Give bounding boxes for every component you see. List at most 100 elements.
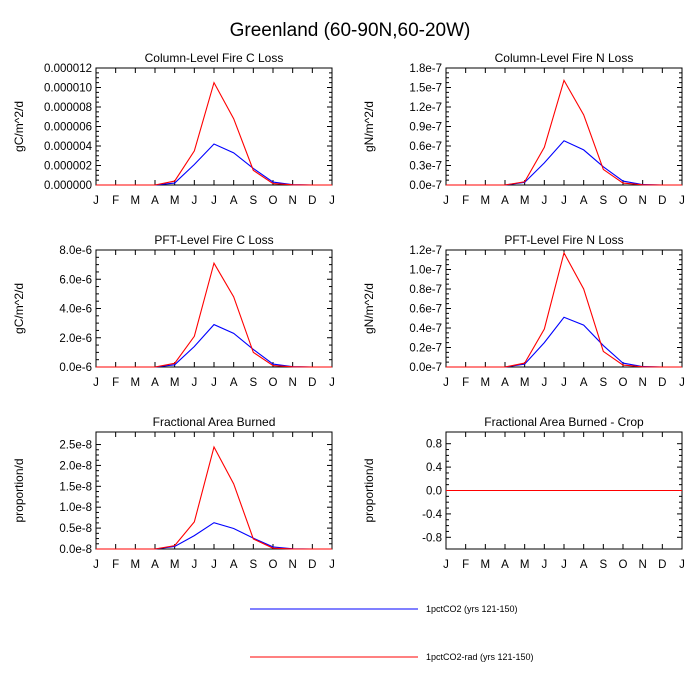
x-tick-label: J xyxy=(93,559,99,571)
y-tick-label: 1.5e-7 xyxy=(409,83,442,95)
x-tick-label: S xyxy=(249,559,257,571)
x-tick-label: F xyxy=(112,559,119,571)
x-tick-label: N xyxy=(289,559,297,571)
x-tick-label: J xyxy=(541,377,547,389)
x-tick-label: J xyxy=(679,559,685,571)
y-tick-label: 0.2e-7 xyxy=(409,343,442,355)
x-tick-label: J xyxy=(679,377,685,389)
x-tick-label: A xyxy=(230,377,238,389)
y-axis-label: proportion/d xyxy=(362,458,376,522)
series-line-1pctco2 xyxy=(446,140,682,186)
y-tick-label: 0.4e-7 xyxy=(409,323,442,335)
y-tick-label: 0.000004 xyxy=(44,141,93,153)
series-line-1pctco2 xyxy=(96,143,332,186)
x-tick-label: M xyxy=(170,377,180,389)
y-tick-label: 2.5e-8 xyxy=(59,440,92,452)
y-tick-label: -0.4 xyxy=(422,509,442,521)
x-tick-label: J xyxy=(541,195,547,207)
x-tick-label: J xyxy=(443,559,449,571)
x-tick-label: A xyxy=(230,559,238,571)
x-tick-label: O xyxy=(619,559,628,571)
x-tick-label: S xyxy=(249,377,257,389)
x-tick-label: M xyxy=(170,559,180,571)
y-tick-label: -0.8 xyxy=(422,532,442,544)
y-tick-label: 0.000000 xyxy=(44,180,92,192)
x-tick-label: A xyxy=(151,559,159,571)
x-tick-label: J xyxy=(329,377,335,389)
x-tick-label: A xyxy=(501,377,509,389)
x-tick-label: M xyxy=(481,195,491,207)
y-tick-label: 0.000012 xyxy=(44,63,92,75)
y-tick-label: 0.000008 xyxy=(44,102,92,114)
x-tick-label: J xyxy=(191,195,197,207)
x-tick-label: S xyxy=(599,559,607,571)
x-tick-label: N xyxy=(639,195,647,207)
panel-title: PFT-Level Fire N Loss xyxy=(504,233,623,247)
x-tick-label: A xyxy=(151,195,159,207)
legend: 1pctCO2 (yrs 121-150) 1pctCO2-rad (yrs 1… xyxy=(250,604,534,662)
series-line-1pctco2-rad xyxy=(446,251,682,368)
x-tick-label: A xyxy=(151,377,159,389)
x-tick-label: J xyxy=(211,377,217,389)
x-tick-label: J xyxy=(93,377,99,389)
y-tick-label: 8.0e-6 xyxy=(59,245,92,257)
x-tick-label: M xyxy=(520,559,530,571)
x-tick-label: J xyxy=(191,559,197,571)
x-tick-label: S xyxy=(599,377,607,389)
y-axis-label: gN/m^2/d xyxy=(362,283,376,334)
y-tick-label: 0.0 xyxy=(426,486,442,498)
x-tick-label: M xyxy=(481,377,491,389)
figure-title: Greenland (60-90N,60-20W) xyxy=(230,20,471,41)
series-line-1pctco2-rad xyxy=(96,445,332,550)
x-tick-label: M xyxy=(170,195,180,207)
x-tick-label: J xyxy=(443,377,449,389)
y-tick-label: 0.0e-6 xyxy=(59,362,92,374)
y-tick-label: 0.6e-7 xyxy=(409,304,442,316)
x-tick-label: F xyxy=(462,377,469,389)
series-line-1pctco2-rad xyxy=(446,78,682,186)
x-tick-label: F xyxy=(112,195,119,207)
x-tick-label: J xyxy=(679,195,685,207)
series-line-1pctco2 xyxy=(446,316,682,368)
series-line-1pctco2-rad xyxy=(96,81,332,186)
y-tick-label: 0.0e-8 xyxy=(59,544,92,556)
x-tick-label: J xyxy=(211,195,217,207)
x-tick-label: D xyxy=(658,195,666,207)
y-tick-label: 0.4 xyxy=(426,462,443,474)
x-tick-label: N xyxy=(639,377,647,389)
y-tick-label: 1.8e-7 xyxy=(409,63,442,75)
x-tick-label: D xyxy=(308,559,316,571)
y-tick-label: 0.000002 xyxy=(44,161,92,173)
y-axis-label: gC/m^2/d xyxy=(12,101,26,152)
x-tick-label: J xyxy=(93,195,99,207)
x-tick-label: M xyxy=(131,559,141,571)
y-tick-label: 0.8 xyxy=(426,439,442,451)
series-line-1pctco2-rad xyxy=(96,261,332,368)
x-tick-label: O xyxy=(269,195,278,207)
x-tick-label: N xyxy=(289,377,297,389)
x-tick-label: S xyxy=(599,195,607,207)
x-tick-label: J xyxy=(191,377,197,389)
panel-title: PFT-Level Fire C Loss xyxy=(154,233,273,247)
x-tick-label: A xyxy=(230,195,238,207)
x-tick-label: A xyxy=(580,377,588,389)
y-tick-label: 2.0e-8 xyxy=(59,460,92,472)
x-tick-label: J xyxy=(329,559,335,571)
x-tick-label: D xyxy=(308,377,316,389)
x-tick-label: D xyxy=(658,559,666,571)
y-tick-label: 0.5e-8 xyxy=(59,523,92,535)
x-tick-label: O xyxy=(619,377,628,389)
x-tick-label: J xyxy=(541,559,547,571)
x-tick-label: O xyxy=(269,559,278,571)
panel-title: Fractional Area Burned xyxy=(153,415,276,429)
y-tick-label: 2.0e-6 xyxy=(59,333,92,345)
x-tick-label: J xyxy=(443,195,449,207)
panel-title: Column-Level Fire N Loss xyxy=(495,51,634,65)
panel-title: Column-Level Fire C Loss xyxy=(145,51,284,65)
x-tick-label: A xyxy=(580,559,588,571)
y-tick-label: 0.9e-7 xyxy=(409,122,442,134)
